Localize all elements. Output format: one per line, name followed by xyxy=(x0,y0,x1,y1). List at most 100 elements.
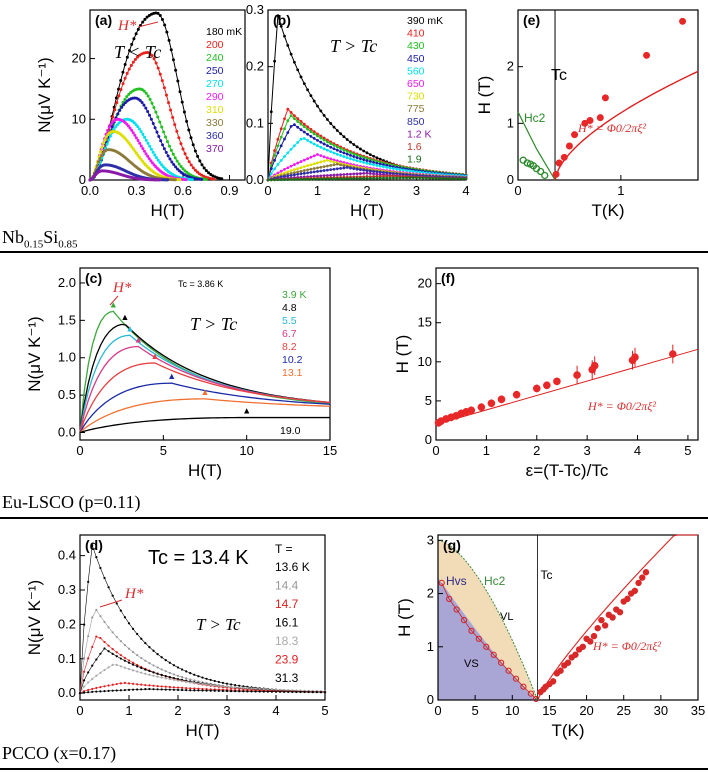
y-tick-label: 0 xyxy=(507,172,514,187)
x-tick-label: 0 xyxy=(264,183,271,198)
series-1.9 xyxy=(266,176,468,182)
legend-entry: 14.4 xyxy=(275,579,299,593)
legend-entry: 8.2 xyxy=(282,341,297,353)
x-tick-label: 4 xyxy=(272,703,279,718)
x-tick-label: 3 xyxy=(584,443,591,458)
hc2-curve xyxy=(517,111,556,181)
y-tick-label: 0.2 xyxy=(58,616,76,631)
hvs-point xyxy=(490,651,497,658)
data-point xyxy=(497,395,506,404)
legend-entry: 23.9 xyxy=(275,653,299,667)
hvs-point xyxy=(483,643,490,650)
y-tick-label: 0 xyxy=(425,432,432,447)
x-tick-label: 10 xyxy=(505,703,519,718)
legend-entry: 560 xyxy=(407,65,425,77)
legend-entry: 270 xyxy=(206,78,224,90)
x-tick-label: 0.6 xyxy=(174,183,192,198)
x-axis-label: H(T) xyxy=(350,201,384,220)
hvs-point xyxy=(527,690,534,697)
data-point xyxy=(512,390,521,399)
legend-entry: 180 mK xyxy=(206,26,242,38)
divider-1 xyxy=(0,251,708,253)
legend-entry: 1.2 K xyxy=(407,128,432,140)
hvs-point xyxy=(453,606,460,613)
x-tick-label: 1 xyxy=(617,183,624,198)
y-tick-label: 10 xyxy=(418,354,432,369)
legend-entry: 390 mK xyxy=(407,15,443,27)
formula-label: H* = Φ0/2πξ² xyxy=(577,121,646,135)
legend-entry: 200 xyxy=(206,39,224,51)
data-point xyxy=(639,574,646,581)
legend-entry: 10.2 xyxy=(282,354,303,366)
legend-entry: 290 xyxy=(206,91,224,103)
series-line xyxy=(89,130,180,181)
data-point xyxy=(590,361,599,370)
x-tick-label: 4 xyxy=(634,443,641,458)
data-point xyxy=(552,170,560,178)
y-tick-label: 0.0 xyxy=(58,685,76,700)
hvs-point xyxy=(512,675,520,682)
legend-entry: 1.6 xyxy=(407,141,422,153)
x-tick-label: 1 xyxy=(125,703,132,718)
vs-label: VS xyxy=(464,658,479,670)
y-tick-label: 0.3 xyxy=(246,2,264,17)
annotation-t-gt-tc: T > Tc xyxy=(196,615,241,634)
legend-entry: 310 xyxy=(206,104,224,116)
plot-frame xyxy=(79,534,326,701)
hstar-fit xyxy=(537,534,698,701)
linear-fit xyxy=(435,348,699,425)
series-line xyxy=(89,170,160,181)
legend-entry: 250 xyxy=(206,65,224,77)
data-point xyxy=(549,678,557,685)
peak-marker: ▲ xyxy=(126,323,135,333)
data-point xyxy=(564,659,572,666)
hstar-arrow xyxy=(99,599,123,608)
data-point xyxy=(631,587,639,595)
series-370 xyxy=(88,169,162,182)
data-point xyxy=(487,399,496,408)
hvs-point xyxy=(475,635,482,642)
y-tick-label: 1.5 xyxy=(58,312,76,327)
hstar-label: H* xyxy=(124,586,144,602)
series-line xyxy=(79,382,331,433)
x-tick-label: 3 xyxy=(223,703,230,718)
panel-letter: (c) xyxy=(85,270,102,286)
y-tick-label: 5 xyxy=(425,393,432,408)
hvs-point xyxy=(438,579,445,587)
panel-g: 0 5 10 15 20 25 30 35 0 1 2 3 (g) T(K) H (T) Tc Hvs Hc2 VL… xyxy=(395,532,705,740)
hc2-label: Hc2 xyxy=(484,574,506,588)
panel-letter: (a) xyxy=(95,12,112,28)
row-label-nbsi: Nb0.15Si0.85 xyxy=(2,227,78,251)
x-tick-label: 10 xyxy=(239,443,253,458)
x-axis-label: H(T) xyxy=(151,201,185,220)
hstar-label: H* xyxy=(112,280,132,296)
series-line xyxy=(79,398,331,434)
data-point xyxy=(596,114,604,122)
row-label-pcco: PCCO (x=0.17) xyxy=(2,743,117,763)
data-point xyxy=(532,384,541,393)
panel-c: 0 5 10 150.00.51.01.52.0 (c)H(T)N(μV K⁻¹)▲▲▲… xyxy=(25,267,337,480)
data-point xyxy=(581,119,589,127)
x-tick-label: 0.0 xyxy=(81,183,99,198)
hvs-point xyxy=(468,627,475,634)
legend-entry: 650 xyxy=(407,78,425,90)
y-tick-label: 20 xyxy=(418,276,432,291)
vl-label: VL xyxy=(500,611,513,623)
y-tick-label: 0.4 xyxy=(58,548,76,563)
hvs-label: Hvs xyxy=(446,574,467,588)
x-axis-label: T(K) xyxy=(551,721,584,740)
hc2-point xyxy=(541,171,549,180)
peak-marker: ▲ xyxy=(121,312,130,322)
y-tick-label: 0.1 xyxy=(246,115,264,130)
annotation-t-gt-tc: T > Tc xyxy=(190,314,237,334)
divider-2 xyxy=(0,517,708,519)
data-point xyxy=(669,350,677,358)
data-point xyxy=(560,153,568,161)
y-tick-label: 0 xyxy=(427,692,434,707)
data-point xyxy=(642,569,650,576)
legend-entry: 4.8 xyxy=(282,302,297,314)
hvs-point xyxy=(446,595,453,602)
panel-e: 0 1 0 1 2 (e) T(K) H (T) Tc Hc2 H* = Φ0/2πξ² xyxy=(475,9,699,220)
data-point xyxy=(573,371,581,379)
legend-entry: 450 xyxy=(407,53,425,65)
